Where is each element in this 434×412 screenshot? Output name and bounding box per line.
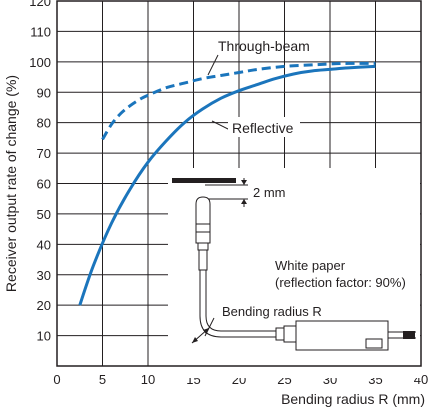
- white-paper-label-line1: White paper: [275, 258, 346, 273]
- plot-frame: [56, 0, 422, 367]
- amplifier-indicator: [365, 338, 383, 349]
- y-tick-label: 20: [37, 298, 51, 313]
- white-paper-label-line2: (reflection factor: 90%): [275, 275, 406, 290]
- bending-radius-label: Bending radius R: [222, 304, 322, 319]
- through-beam-callout: Through-beam: [207, 38, 310, 76]
- amplifier-cable-end: [403, 331, 415, 339]
- reflective-leader: [211, 120, 231, 131]
- gap-arrowhead-top: [241, 180, 247, 185]
- y-tick-label: 120: [29, 0, 51, 9]
- x-tick-label: 10: [141, 372, 155, 387]
- y-tick-label: 100: [29, 55, 51, 70]
- gap-label: 2 mm: [253, 185, 286, 200]
- series-lines: [78, 61, 376, 306]
- gap-arrowhead-bottom: [241, 199, 247, 204]
- reflective-label: Reflective: [232, 120, 294, 136]
- connector-2: [283, 325, 297, 343]
- sensor-collar: [197, 242, 209, 251]
- series-through-beam-line: [101, 61, 376, 141]
- y-tick-label: 30: [37, 268, 51, 283]
- x-axis-label: Bending radius R (mm): [281, 391, 425, 407]
- y-tick-label: 90: [37, 85, 51, 100]
- x-tick-label: 5: [99, 372, 106, 387]
- y-tick-labels: 10 20 30 40 50 60 70 80 90 100 110 120: [29, 0, 51, 344]
- bending-arrowhead-a: [203, 328, 209, 334]
- reflective-label-bg: [228, 117, 300, 137]
- y-tick-label: 70: [37, 146, 51, 161]
- y-axis-label: Receiver output rate of change (%): [3, 75, 19, 292]
- y-tick-label: 60: [37, 177, 51, 192]
- sensor-head: [195, 196, 211, 244]
- y-tick-label: 40: [37, 237, 51, 252]
- through-beam-leader: [207, 54, 219, 76]
- y-tick-label: 10: [37, 329, 51, 344]
- x-tick-label: 0: [53, 372, 60, 387]
- reflective-callout: Reflective: [211, 117, 300, 137]
- bending-arrowhead-b: [192, 337, 198, 343]
- white-paper-bar: [172, 178, 236, 183]
- through-beam-label: Through-beam: [218, 38, 310, 54]
- y-tick-label: 50: [37, 207, 51, 222]
- inset-illustration: 2 mm Bending radius R White paper (refle…: [168, 168, 420, 378]
- connector-1: [275, 327, 285, 341]
- y-tick-label: 80: [37, 116, 51, 131]
- y-tick-label: 110: [30, 24, 51, 39]
- series-reflective-line: [78, 64, 376, 306]
- sensor-neck: [198, 249, 208, 271]
